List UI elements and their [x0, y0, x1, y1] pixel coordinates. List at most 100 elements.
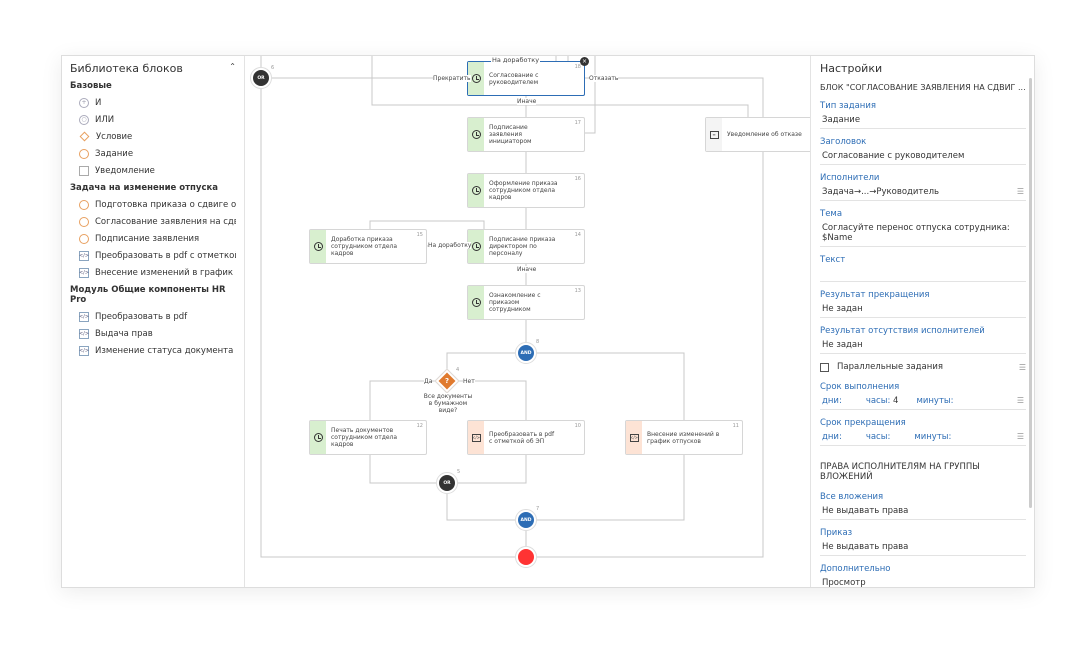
settings-field[interactable]: Заголовок Согласование с руководителем — [820, 137, 1026, 165]
edge-label-else: Иначе — [517, 98, 537, 105]
library-item[interactable]: Подписание заявления — [70, 230, 236, 247]
code-icon: </> — [78, 267, 90, 278]
node-title: Согласование с руководителем — [489, 71, 539, 86]
or-gate-6[interactable]: OR — [250, 67, 272, 89]
settings-field[interactable]: Текст — [820, 255, 1026, 282]
field-value[interactable]: Не выдавать права — [822, 542, 909, 552]
code-icon: </> — [78, 328, 90, 339]
parallel-tasks-checkbox[interactable]: Параллельные задания ☰ — [820, 362, 1026, 372]
settings-icon[interactable]: ☰ — [1018, 362, 1026, 372]
or-gate-5[interactable]: OR — [436, 472, 458, 494]
field-value[interactable]: Просмотр — [822, 578, 866, 587]
library-item[interactable]: </> Внесение изменений в график о... — [70, 264, 236, 281]
task-node-17[interactable]: Подписание заявления инициатором 17 — [467, 117, 585, 152]
field-value[interactable]: Не выдавать права — [822, 506, 909, 516]
node-title: Уведомление об отказе — [727, 131, 802, 138]
node-number: 10 — [574, 423, 581, 429]
code-icon: </> — [78, 345, 90, 356]
library-item[interactable]: Условие — [70, 128, 236, 145]
task-node-12[interactable]: Печать документов сотрудником отдела кад… — [309, 420, 427, 455]
script-node-11[interactable]: </> Внесение изменений в график отпусков 1… — [625, 420, 743, 455]
field-label: Срок выполнения — [820, 382, 900, 392]
library-item-label: Условие — [96, 131, 133, 142]
library-item[interactable]: </> Выдача прав — [70, 325, 236, 342]
library-group: Задача на изменение отпуска — [70, 183, 218, 193]
hours-value[interactable]: 4 — [893, 396, 899, 406]
library-item-label: Подготовка приказа о сдвиге от... — [95, 199, 236, 210]
collapse-icon[interactable]: ⌃ — [229, 62, 236, 71]
clock-icon — [79, 148, 89, 159]
notification-node[interactable]: ≡ Уведомление об отказе — [705, 117, 810, 152]
checkbox[interactable] — [820, 362, 829, 372]
settings-icon[interactable]: ☰ — [1016, 187, 1024, 196]
library-item[interactable]: Задание — [70, 145, 236, 162]
code-icon: </> — [629, 433, 639, 442]
and-gate-8[interactable]: AND — [515, 342, 537, 364]
library-item[interactable]: ○ ИЛИ — [70, 111, 236, 128]
field-value[interactable]: Согласование с руководителем — [822, 151, 965, 161]
clock-icon — [471, 298, 481, 307]
end-node[interactable] — [515, 546, 537, 568]
workflow-editor-window: Библиотека блоков ⌃ Базовые + И ○ ИЛИ Условие З… — [61, 55, 1035, 588]
node-number: 11 — [732, 423, 739, 429]
rights-field[interactable]: Все вложения Не выдавать права — [820, 492, 1026, 520]
library-item[interactable]: Уведомление — [70, 162, 236, 179]
script-node-10[interactable]: </> Преобразовать в pdf с отметкой об ЭП 1… — [467, 420, 585, 455]
node-number: 16 — [574, 176, 581, 182]
field-value[interactable]: Не задан — [822, 340, 863, 350]
minutes-label: минуты: — [914, 432, 952, 442]
condition-icon — [79, 131, 90, 142]
library-item[interactable]: Подготовка приказа о сдвиге от... — [70, 196, 236, 213]
task-node-16[interactable]: Оформление приказа сотрудником отдела ка… — [467, 173, 585, 208]
edge-label-yes: Да — [424, 378, 433, 385]
deadline-field[interactable]: Срок выполнения дни: часы: 4 минуты: ☰ — [820, 382, 1026, 410]
task-node-13[interactable]: Ознакомление с приказом сотрудником 13 — [467, 285, 585, 320]
node-number: 12 — [416, 423, 423, 429]
library-item-label: И — [95, 97, 102, 108]
node-title: Печать документов сотрудником отдела кад… — [331, 427, 398, 448]
days-label: дни: — [822, 396, 842, 406]
delete-node-icon[interactable]: × — [580, 57, 589, 66]
days-label: дни: — [822, 432, 842, 442]
settings-field[interactable]: Результат отсутствия исполнителей Не зада… — [820, 326, 1026, 354]
field-value[interactable]: Не задан — [822, 304, 863, 314]
node-title: Ознакомление с приказом сотрудником — [489, 292, 541, 313]
settings-icon[interactable]: ☰ — [1016, 396, 1024, 405]
field-value[interactable]: Задача→...→Руководитель — [822, 187, 940, 197]
and-gate-7[interactable]: AND — [515, 509, 537, 531]
field-value[interactable]: Согласуйте перенос отпуска сотрудника: $… — [822, 223, 1010, 243]
block-name: БЛОК "СОГЛАСОВАНИЕ ЗАЯВЛЕНИЯ НА СДВИГ ..… — [820, 83, 1026, 92]
task-node-15[interactable]: Доработка приказа сотрудником отдела кад… — [309, 229, 427, 264]
library-title: Библиотека блоков — [70, 62, 183, 75]
field-value[interactable]: Задание — [822, 115, 861, 125]
scrollbar[interactable] — [1029, 78, 1032, 508]
library-item[interactable]: Согласование заявления на сдви... — [70, 213, 236, 230]
settings-field[interactable]: Тема Согласуйте перенос отпуска сотрудник… — [820, 209, 1026, 247]
task-node-18[interactable]: Согласование с руководителем 18 × — [467, 57, 589, 96]
clock-icon — [471, 242, 481, 251]
settings-icon[interactable]: ☰ — [1016, 432, 1024, 441]
library-item-label: Преобразовать в pdf — [95, 311, 188, 322]
rights-field[interactable]: Приказ Не выдавать права — [820, 528, 1026, 556]
task-node-14[interactable]: Подписание приказа директором по персона… — [467, 229, 585, 264]
library-item-label: Внесение изменений в график о... — [95, 267, 236, 278]
workflow-canvas[interactable]: OR 6 Согласование с руководителем 18 × По… — [245, 56, 810, 589]
node-number: 14 — [574, 232, 581, 238]
code-icon: </> — [78, 250, 90, 261]
library-item[interactable]: + И — [70, 94, 236, 111]
settings-field[interactable]: Тип задания Задание — [820, 101, 1026, 129]
settings-field[interactable]: Исполнители Задача→...→Руководитель ☰ — [820, 173, 1026, 201]
clock-icon — [79, 233, 89, 244]
clock-icon — [471, 130, 481, 139]
stop-deadline-field[interactable]: Срок прекращения дни: часы: минуты: ☰ — [820, 418, 1026, 446]
edge-label-else: Иначе — [517, 266, 537, 273]
edge-label-rework: На доработку — [491, 56, 541, 64]
code-icon: </> — [78, 311, 90, 322]
library-item-label: Выдача прав — [95, 328, 153, 339]
rights-field[interactable]: Дополнительно Просмотр — [820, 564, 1026, 587]
library-item[interactable]: </> Преобразовать в pdf с отметкой... — [70, 247, 236, 264]
edge-label-refuse: Отказать — [589, 75, 619, 82]
settings-field[interactable]: Результат прекращения Не задан — [820, 290, 1026, 318]
library-item[interactable]: </> Преобразовать в pdf — [70, 308, 236, 325]
library-item[interactable]: </> Изменение статуса документа — [70, 342, 236, 359]
